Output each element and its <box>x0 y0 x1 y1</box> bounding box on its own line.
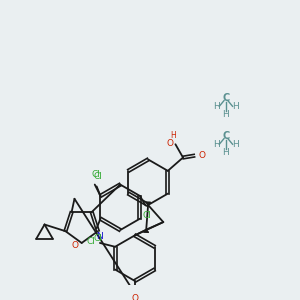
Text: O: O <box>71 241 79 250</box>
Text: H: H <box>213 102 220 111</box>
Text: H: H <box>171 130 176 140</box>
Text: H: H <box>223 148 229 157</box>
Text: Cl: Cl <box>91 170 100 179</box>
Text: H: H <box>232 102 239 111</box>
Polygon shape <box>146 202 151 205</box>
Text: H: H <box>232 140 239 149</box>
Text: Cl: Cl <box>142 211 151 220</box>
Text: C: C <box>222 131 230 141</box>
Text: O: O <box>198 151 205 160</box>
Text: O: O <box>166 139 173 148</box>
Text: H: H <box>213 140 220 149</box>
Text: C: C <box>222 93 230 103</box>
Text: Cl: Cl <box>93 172 102 181</box>
Text: Cl: Cl <box>86 237 95 246</box>
Text: N: N <box>96 232 103 242</box>
Text: O: O <box>131 293 138 300</box>
Text: Cl: Cl <box>93 234 102 243</box>
Text: H: H <box>223 110 229 119</box>
